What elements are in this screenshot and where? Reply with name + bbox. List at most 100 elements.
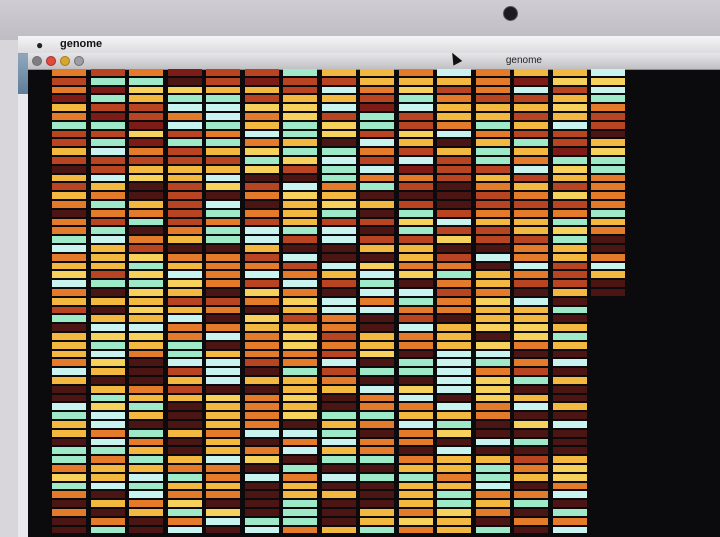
genome-bar: [206, 394, 240, 402]
genome-bar: [283, 491, 317, 499]
genome-bar: [514, 227, 548, 235]
genome-bar: [129, 95, 163, 103]
genome-bar: [129, 130, 163, 138]
genome-bar: [206, 306, 240, 314]
genome-bar: [514, 165, 548, 173]
close-button[interactable]: [46, 56, 56, 66]
genome-bar: [437, 500, 471, 507]
genome-bar: [475, 324, 510, 331]
genome-bar: [206, 253, 240, 261]
genome-bar: [244, 385, 279, 393]
genome-bar: [552, 324, 587, 331]
app-menu[interactable]: genome: [60, 38, 103, 50]
genome-bar: [475, 333, 510, 340]
genome-bar: [437, 517, 471, 525]
genome-bar: [360, 341, 394, 349]
genome-bar: [321, 473, 356, 481]
genome-bar: [321, 517, 356, 525]
genome-bar: [591, 280, 625, 287]
genome-bar: [283, 245, 317, 252]
genome-bar: [129, 526, 163, 534]
zoom-button[interactable]: [74, 56, 84, 66]
genome-bar: [283, 130, 317, 138]
genome-bar: [475, 95, 510, 103]
genome-bar: [514, 447, 548, 455]
genome-bar: [283, 121, 317, 129]
genome-bar: [321, 86, 356, 94]
genome-bar: [244, 77, 279, 85]
genome-bar: [129, 359, 163, 367]
genome-bar: [437, 227, 471, 235]
genome-bar: [514, 517, 548, 525]
genome-bar: [244, 139, 279, 147]
genome-bar: [129, 465, 163, 472]
genome-bar: [552, 350, 587, 358]
genome-bar: [475, 289, 510, 296]
genome-bar: [437, 482, 471, 490]
genome-bar: [360, 324, 394, 331]
genome-bar: [206, 121, 240, 129]
close-icon[interactable]: [32, 56, 42, 66]
genome-bar: [129, 297, 163, 305]
genome-bar: [552, 385, 587, 393]
genome-bar: [90, 280, 125, 287]
genome-bar: [283, 438, 317, 446]
genome-bar: [283, 69, 317, 76]
genome-bar: [244, 148, 279, 155]
genome-bar: [283, 227, 317, 235]
genome-bar: [283, 306, 317, 314]
window-titlebar[interactable]: genome: [28, 53, 720, 70]
genome-bar: [244, 500, 279, 507]
genome-bar: [52, 236, 86, 243]
genome-bar: [52, 253, 86, 261]
genome-bar: [552, 359, 587, 367]
genome-bar: [244, 289, 279, 296]
genome-bar: [321, 157, 356, 164]
genome-bar: [244, 341, 279, 349]
genome-bar: [167, 482, 202, 490]
genome-bar: [90, 394, 125, 402]
genome-bar: [398, 412, 433, 419]
genome-bar: [129, 280, 163, 287]
genome-bar: [206, 517, 240, 525]
genome-bar: [129, 315, 163, 323]
genome-bar: [206, 201, 240, 208]
genome-bar: [206, 174, 240, 182]
genome-bar: [90, 377, 125, 384]
genome-bar: [475, 104, 510, 111]
genome-bar: [244, 324, 279, 331]
genome-bar: [552, 473, 587, 481]
genome-bar: [398, 482, 433, 490]
minimize-button[interactable]: [60, 56, 70, 66]
genome-bar: [475, 130, 510, 138]
genome-bar: [398, 104, 433, 111]
genome-bar: [283, 509, 317, 516]
genome-bar: [244, 315, 279, 323]
genome-bar: [206, 192, 240, 199]
genome-bar: [514, 192, 548, 199]
apple-logo-icon[interactable]: ●: [36, 38, 44, 52]
genome-bar: [90, 157, 125, 164]
genome-bar: [437, 447, 471, 455]
genome-bar: [475, 447, 510, 455]
genome-bar: [283, 421, 317, 428]
genome-bar: [398, 192, 433, 199]
genome-bar: [244, 509, 279, 516]
genome-bar: [129, 473, 163, 481]
genome-bar: [591, 77, 625, 85]
genome-bar: [514, 86, 548, 94]
genome-bar: [437, 465, 471, 472]
genome-bar: [283, 209, 317, 217]
genome-bar: [475, 438, 510, 446]
genome-bar: [283, 526, 317, 534]
genome-bar: [360, 69, 394, 76]
genome-bar: [552, 377, 587, 384]
genome-bar: [129, 69, 163, 76]
genome-bar: [283, 236, 317, 243]
genome-bar: [321, 236, 356, 243]
genome-bar: [167, 517, 202, 525]
genome-bar: [437, 526, 471, 534]
genome-bar: [52, 95, 86, 103]
genome-bar: [129, 209, 163, 217]
genome-bar: [90, 341, 125, 349]
